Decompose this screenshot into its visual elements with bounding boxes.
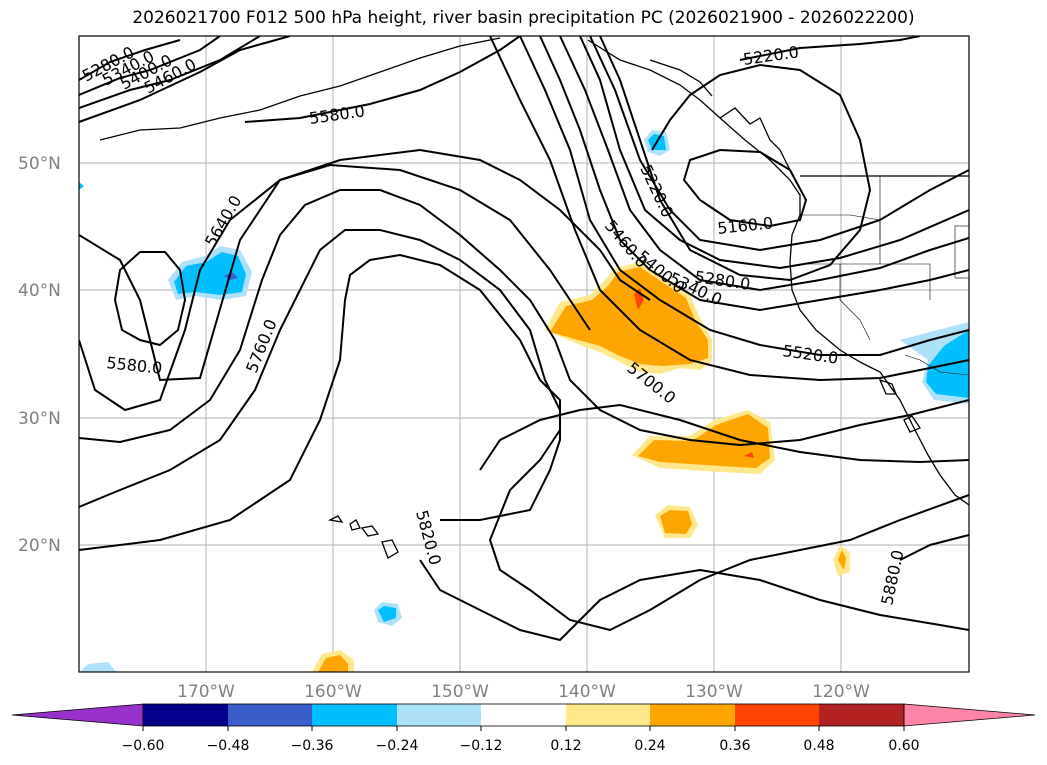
lat-label: 50°N (18, 154, 61, 174)
colorbar-high-extend (903, 703, 1036, 727)
latitude-labels: 50°N 40°N 30°N 20°N (18, 154, 61, 556)
contour-5580-closed (113, 251, 187, 347)
contour-5460 (79, 36, 291, 123)
colorbar-tick-label: −0.12 (460, 738, 503, 754)
precip-positive-region (550, 267, 708, 366)
precip-negative-region (378, 606, 396, 622)
contour-5400-east (559, 36, 969, 292)
colorbar-tick-label: −0.48 (207, 738, 250, 754)
borders (800, 175, 969, 376)
colorbar-tick-label: −0.24 (376, 738, 419, 754)
colorbar-tick-label: 0.36 (719, 738, 750, 754)
colorbar-tick-label: 0.24 (634, 738, 665, 754)
contour-5340-east (579, 36, 969, 270)
colorbar-segment (735, 704, 819, 726)
colorbar-tick-label: −0.60 (122, 738, 165, 754)
coastlines (99, 37, 969, 559)
contour-5880 (419, 403, 969, 642)
colorbar-segment (819, 704, 904, 726)
precip-positive-region (318, 655, 348, 672)
contour-5700 (79, 229, 561, 521)
lon-label: 170°W (177, 682, 235, 702)
contour-5220-loop (599, 36, 872, 282)
map-border (78, 35, 970, 673)
longitude-labels: 170°W 160°W 150°W 140°W 130°W 120°W (177, 682, 870, 702)
contour-5460-east (539, 36, 969, 312)
precip-negative-region (80, 662, 116, 672)
colorbar-segment (481, 704, 566, 726)
contour-5160 (682, 148, 808, 228)
lon-label: 160°W (304, 682, 362, 702)
contour-5520 (519, 36, 969, 356)
precip-positive-region (838, 550, 846, 570)
precip-negative-region (224, 272, 238, 280)
lat-label: 30°N (18, 409, 61, 429)
colorbar-low-extend (11, 703, 144, 727)
contour-5580-north (244, 36, 521, 123)
contour-5880-south (899, 534, 969, 561)
colorbar-segment (650, 704, 735, 726)
colorbar-segment (312, 704, 397, 726)
contour-5760 (79, 189, 969, 447)
colorbar-tick-label: 0.60 (888, 738, 919, 754)
lon-label: 140°W (558, 682, 616, 702)
height-contours (79, 36, 969, 642)
precip-negative-region (79, 182, 84, 190)
colorbar-tick-label: 0.12 (550, 738, 581, 754)
contour-5580-east (489, 36, 969, 382)
colorbar-tick-marks (142, 726, 905, 731)
colorbar-segment (143, 704, 228, 726)
colorbar-segment (397, 704, 481, 726)
map-title: 2026021700 F012 500 hPa height, river ba… (132, 8, 915, 28)
contour-5280-east (589, 36, 969, 252)
contour-5340 (79, 36, 221, 96)
colorbar-tick-label: 0.48 (803, 738, 834, 754)
colorbar-segment (566, 704, 650, 726)
lat-label: 40°N (18, 281, 61, 301)
colorbar-segment (228, 704, 312, 726)
contour-5280 (79, 39, 181, 81)
colorbar-tick-label: −0.36 (291, 738, 334, 754)
lon-label: 120°W (812, 682, 870, 702)
colorbar: −0.60 −0.48 −0.36 −0.24 −0.12 0.12 0.24 … (11, 703, 1036, 754)
lon-label: 130°W (685, 682, 743, 702)
contour-5400 (79, 36, 261, 109)
precip-positive-region (660, 510, 692, 534)
precip-strong-region (744, 452, 754, 458)
contour-5220-east (739, 36, 921, 61)
lat-label: 20°N (18, 536, 61, 556)
contour-5580-west (79, 163, 591, 412)
lon-label: 150°W (431, 682, 489, 702)
